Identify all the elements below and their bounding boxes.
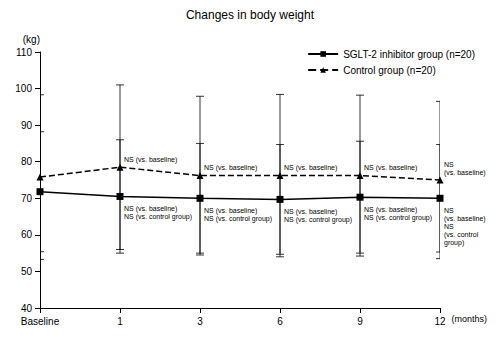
svg-text:NS (vs. control group): NS (vs. control group) <box>204 215 272 223</box>
svg-text:NS (vs. baseline): NS (vs. baseline) <box>364 164 417 172</box>
svg-text:NS (vs. control group): NS (vs. control group) <box>124 213 192 221</box>
svg-text:NS (vs. baseline): NS (vs. baseline) <box>364 206 417 214</box>
svg-text:Control group (n=20): Control group (n=20) <box>343 65 436 76</box>
svg-text:NS: NS <box>444 223 454 230</box>
svg-text:Baseline: Baseline <box>21 316 60 327</box>
svg-text:NS: NS <box>444 161 454 168</box>
svg-text:(months): (months) <box>451 314 487 324</box>
svg-text:6: 6 <box>277 316 283 327</box>
svg-text:Changes in body weight: Changes in body weight <box>186 8 315 22</box>
svg-text:(vs. baseline): (vs. baseline) <box>444 169 486 177</box>
svg-text:100: 100 <box>15 83 32 94</box>
svg-text:NS (vs. baseline): NS (vs. baseline) <box>284 164 337 172</box>
svg-text:(vs. baseline): (vs. baseline) <box>444 215 486 223</box>
svg-text:90: 90 <box>21 120 33 131</box>
svg-text:12: 12 <box>434 316 446 327</box>
svg-text:60: 60 <box>21 229 33 240</box>
svg-text:40: 40 <box>21 303 33 314</box>
svg-text:group): group) <box>444 239 464 247</box>
svg-text:9: 9 <box>357 316 363 327</box>
svg-text:NS (vs. baseline): NS (vs. baseline) <box>204 164 257 172</box>
svg-text:50: 50 <box>21 266 33 277</box>
svg-text:(vs. control: (vs. control <box>444 231 479 239</box>
svg-text:1: 1 <box>117 316 123 327</box>
svg-text:NS (vs. baseline): NS (vs. baseline) <box>124 156 177 164</box>
svg-text:(kg): (kg) <box>23 34 40 45</box>
svg-text:3: 3 <box>197 316 203 327</box>
svg-text:80: 80 <box>21 156 33 167</box>
svg-text:NS (vs. baseline): NS (vs. baseline) <box>124 205 177 213</box>
svg-text:70: 70 <box>21 193 33 204</box>
svg-text:NS: NS <box>444 207 454 214</box>
svg-text:NS (vs. control group): NS (vs. control group) <box>364 214 432 222</box>
svg-text:110: 110 <box>16 47 32 58</box>
svg-text:NS (vs. control group): NS (vs. control group) <box>284 216 352 224</box>
svg-text:NS (vs. baseline): NS (vs. baseline) <box>204 207 257 215</box>
svg-text:SGLT-2 inhibitor group (n=20): SGLT-2 inhibitor group (n=20) <box>343 49 475 60</box>
svg-text:NS (vs. baseline): NS (vs. baseline) <box>284 208 337 216</box>
